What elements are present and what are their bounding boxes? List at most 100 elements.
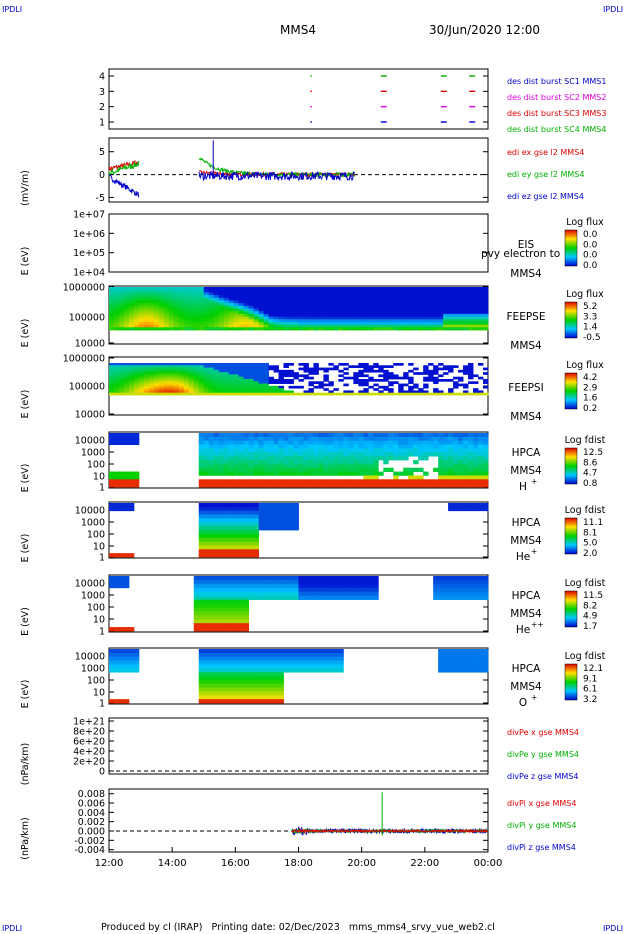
feepse-cell xyxy=(433,295,439,299)
feepsi-cell xyxy=(328,390,334,394)
feepse-cell xyxy=(413,305,419,309)
feepse-cell xyxy=(458,305,464,309)
hpca_h-cell xyxy=(253,440,260,445)
feepse-cell xyxy=(168,300,175,304)
feepse-cell xyxy=(433,321,439,326)
hpca_hepp-cell xyxy=(438,587,444,593)
feepsi-cell xyxy=(348,365,354,368)
hpca_hepp-cell xyxy=(238,587,245,593)
hpca_h-cell xyxy=(253,436,260,442)
feepse-cell xyxy=(438,297,444,301)
hpca_h-cell xyxy=(398,471,404,476)
feepse-cell xyxy=(203,303,210,307)
feepsi-cell xyxy=(223,363,230,366)
hpca_hepp-cell xyxy=(213,611,220,616)
feepse-cell xyxy=(223,321,230,326)
edi-legend-item: edi ez gse l2 MMS4 xyxy=(507,192,584,201)
feepse-cell xyxy=(123,305,130,309)
feepsi-cell xyxy=(348,376,354,380)
hpca_o-cell xyxy=(308,664,314,669)
feepse-cell xyxy=(248,313,255,317)
hpca_o-cell xyxy=(263,699,269,704)
hpca_he-cell xyxy=(118,553,125,558)
feepse-cell xyxy=(333,303,339,307)
hpca_h-cell xyxy=(353,452,359,457)
hpca_he-cell xyxy=(278,510,284,515)
feepsi-cell xyxy=(203,369,210,373)
feepsi-cell xyxy=(138,388,145,391)
hpca_h-cell xyxy=(473,436,479,442)
hpca_h-cell xyxy=(443,448,449,453)
eis-cbar-title: Log flux xyxy=(566,217,604,228)
hpca_h-cbar-tick-label: 12.5 xyxy=(583,448,603,458)
hpca_h-cell xyxy=(478,448,484,453)
feepse-cell xyxy=(348,316,354,320)
feepse-cell xyxy=(138,316,145,320)
hpca_h-cell xyxy=(203,436,210,442)
feepsi-cell xyxy=(208,381,215,384)
hpca_h-cell xyxy=(213,436,220,442)
feepse-cell xyxy=(228,327,235,331)
hpca_h-cell xyxy=(228,452,235,457)
hpca_hepp-cell xyxy=(353,595,359,600)
feepsi-cell xyxy=(463,369,469,373)
hpca_o-cell xyxy=(478,668,484,673)
feepse-cell xyxy=(178,300,185,304)
hpca_hepp-cell xyxy=(123,627,130,632)
feepse-cell xyxy=(148,289,155,293)
feepse-cell xyxy=(253,287,260,291)
hpca_h-cell xyxy=(248,456,255,461)
feepsi-cell xyxy=(273,388,279,391)
feepse-cell xyxy=(478,287,484,291)
feepse-cell xyxy=(343,319,349,323)
feepse-cell xyxy=(423,295,429,299)
feepse-cell xyxy=(478,300,484,304)
feepsi-cell xyxy=(413,383,419,387)
feepsi-cell xyxy=(193,385,200,389)
feepse-cell xyxy=(113,327,120,331)
feepsi-cell xyxy=(248,376,255,380)
hpca_he-cell xyxy=(113,503,120,508)
hpca_h-cell xyxy=(273,433,279,438)
eis-instrument-sc: MMS4 xyxy=(510,268,542,280)
feepse-cell xyxy=(148,308,155,312)
hpca_h-cell xyxy=(243,448,250,453)
hpca_o-cell xyxy=(243,676,250,681)
feepse-cell xyxy=(338,297,344,301)
feepsi-cell xyxy=(253,374,260,378)
feepsi-cell xyxy=(163,376,170,380)
feepse-cell xyxy=(408,308,414,312)
hpca_he-species: He xyxy=(516,551,530,563)
feepsi-cell xyxy=(113,367,120,371)
feepse-cell xyxy=(323,311,329,315)
feepsi-cell xyxy=(138,369,145,373)
feepsi-cell xyxy=(418,372,424,375)
hpca_h-cell xyxy=(438,440,444,445)
hpca_h-cell xyxy=(283,467,289,472)
feepse-cell xyxy=(153,327,160,331)
feepse-cell xyxy=(118,295,125,299)
feepsi-cell xyxy=(238,383,245,387)
hpca_o-cell xyxy=(483,668,489,673)
hpca_he-cell xyxy=(218,510,225,515)
feepsi-cell xyxy=(188,390,195,394)
burst-ytick-label: 1 xyxy=(99,118,105,129)
feepse-cell xyxy=(268,316,274,320)
hpca_o-cell xyxy=(278,683,284,688)
feepse-cell xyxy=(118,300,125,304)
hpca_he-cbar-tick-label: 11.1 xyxy=(583,518,603,528)
feepsi-cell xyxy=(313,372,319,375)
feepse-cell xyxy=(198,321,205,326)
hpca_he-cell xyxy=(293,522,299,527)
feepse-cell xyxy=(203,327,210,331)
feepse-cell xyxy=(343,311,349,315)
feepse-cell xyxy=(408,319,414,323)
hpca_hepp-cell xyxy=(458,576,464,581)
hpca_h-cell xyxy=(468,444,474,449)
hpca_h-cell xyxy=(403,467,409,472)
feepsi-cell xyxy=(118,379,125,382)
hpca_o-cell xyxy=(203,695,210,700)
hpca_he-cell xyxy=(278,514,284,519)
feepse-cell xyxy=(448,305,454,309)
hpca_hepp-cell xyxy=(243,607,250,612)
